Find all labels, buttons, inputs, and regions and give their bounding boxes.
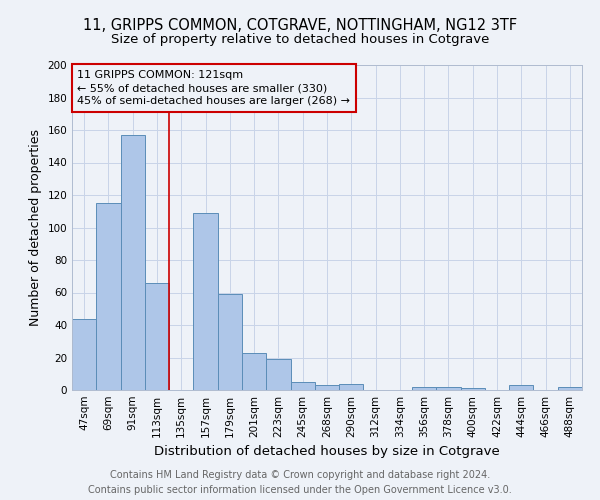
Bar bbox=[558, 387, 582, 390]
Bar bbox=[509, 385, 533, 390]
Bar bbox=[266, 359, 290, 390]
Y-axis label: Number of detached properties: Number of detached properties bbox=[29, 129, 42, 326]
Bar bbox=[315, 385, 339, 390]
Bar bbox=[436, 387, 461, 390]
Text: 11, GRIPPS COMMON, COTGRAVE, NOTTINGHAM, NG12 3TF: 11, GRIPPS COMMON, COTGRAVE, NOTTINGHAM,… bbox=[83, 18, 517, 32]
Bar bbox=[145, 283, 169, 390]
Bar bbox=[339, 384, 364, 390]
Bar bbox=[121, 135, 145, 390]
Text: Contains HM Land Registry data © Crown copyright and database right 2024.
Contai: Contains HM Land Registry data © Crown c… bbox=[88, 470, 512, 495]
Bar bbox=[461, 388, 485, 390]
Bar bbox=[72, 318, 96, 390]
Bar bbox=[193, 213, 218, 390]
Bar bbox=[290, 382, 315, 390]
Bar bbox=[96, 203, 121, 390]
Bar bbox=[218, 294, 242, 390]
Bar bbox=[242, 352, 266, 390]
Bar bbox=[412, 387, 436, 390]
X-axis label: Distribution of detached houses by size in Cotgrave: Distribution of detached houses by size … bbox=[154, 446, 500, 458]
Text: Size of property relative to detached houses in Cotgrave: Size of property relative to detached ho… bbox=[111, 32, 489, 46]
Text: 11 GRIPPS COMMON: 121sqm
← 55% of detached houses are smaller (330)
45% of semi-: 11 GRIPPS COMMON: 121sqm ← 55% of detach… bbox=[77, 70, 350, 106]
